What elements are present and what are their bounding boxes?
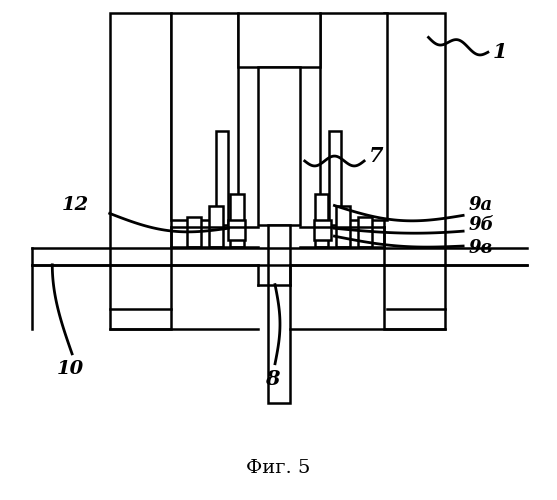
Bar bbox=[238, 12, 320, 67]
Text: 7: 7 bbox=[369, 146, 384, 166]
Bar bbox=[384, 12, 445, 329]
Text: 9б: 9б bbox=[468, 216, 494, 234]
Text: Фиг. 5: Фиг. 5 bbox=[246, 458, 310, 476]
Bar bbox=[171, 12, 238, 220]
Bar bbox=[330, 132, 341, 226]
Text: 12: 12 bbox=[62, 196, 90, 214]
Bar bbox=[315, 194, 329, 247]
Text: 8: 8 bbox=[265, 368, 280, 388]
Bar bbox=[209, 206, 223, 247]
Text: 1: 1 bbox=[493, 42, 507, 62]
Bar bbox=[336, 206, 350, 247]
Bar bbox=[231, 194, 245, 247]
Bar bbox=[358, 218, 372, 247]
Bar bbox=[320, 12, 387, 220]
Text: 9а: 9а bbox=[468, 196, 492, 214]
Text: 10: 10 bbox=[57, 360, 85, 378]
Text: 9в: 9в bbox=[468, 239, 492, 257]
Bar bbox=[227, 220, 245, 240]
Bar bbox=[110, 12, 171, 329]
Bar bbox=[216, 132, 227, 226]
Bar bbox=[268, 226, 290, 404]
Bar bbox=[187, 218, 201, 247]
Bar bbox=[258, 67, 300, 226]
Bar bbox=[314, 220, 331, 240]
